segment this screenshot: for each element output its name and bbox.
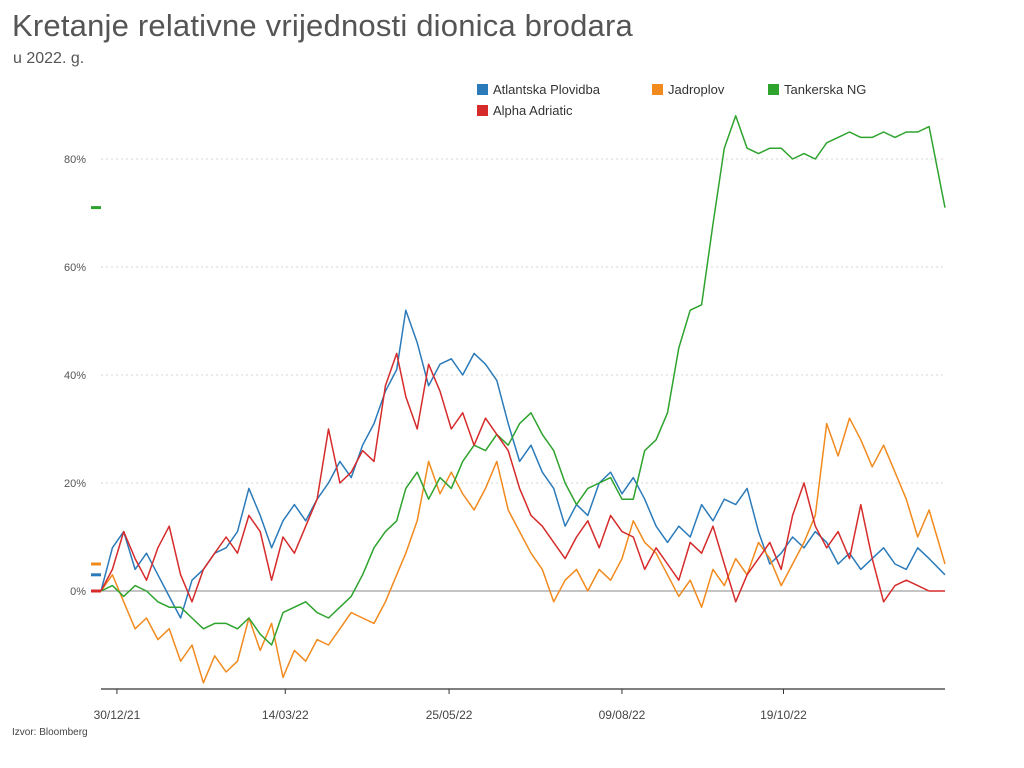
x-tick-label: 09/08/22	[599, 708, 646, 722]
grid-lines	[101, 158, 945, 592]
legend-label: Atlantska Plovidba	[493, 82, 601, 97]
series-line-alpha-adriatic	[100, 352, 945, 603]
series-lines	[100, 115, 946, 684]
legend-swatch	[477, 105, 488, 116]
legend-swatch	[652, 84, 663, 95]
series-line-atlantska-plovidba	[100, 309, 946, 619]
legend-label: Tankerska NG	[784, 82, 866, 97]
legend-swatch	[768, 84, 779, 95]
end-value-markers	[91, 206, 101, 593]
x-tick-label: 19/10/22	[760, 708, 807, 722]
end-marker-jadroplov	[91, 562, 101, 566]
y-tick-label: 0%	[70, 586, 86, 598]
y-axis-ticks: 0% 20% 40% 60% 80%	[64, 154, 86, 598]
series-line-tankerska-ng	[100, 115, 946, 646]
legend-swatch	[477, 84, 488, 95]
x-tick-label: 14/03/22	[262, 708, 309, 722]
end-marker-alpha-adriatic	[91, 589, 101, 593]
end-marker-tankerska-ng	[91, 206, 101, 210]
y-tick-label: 20%	[64, 478, 86, 490]
legend-label: Jadroplov	[668, 82, 725, 97]
series-line-jadroplov	[100, 417, 946, 684]
chart-subtitle: u 2022. g.	[13, 50, 85, 67]
source-note: Izvor: Bloomberg	[12, 727, 88, 738]
legend: Atlantska Plovidba Jadroplov Tankerska NG A…	[477, 82, 866, 118]
y-tick-label: 60%	[64, 262, 86, 274]
y-tick-label: 40%	[64, 370, 86, 382]
y-tick-label: 80%	[64, 154, 86, 166]
x-tick-label: 30/12/21	[94, 708, 141, 722]
end-marker-atlantska-plovidba	[91, 573, 101, 577]
legend-label: Alpha Adriatic	[493, 103, 573, 118]
x-axis: 30/12/21 14/03/22 25/05/22 09/08/22 19/10/22	[94, 688, 945, 722]
chart-title: Kretanje relativne vrijednosti dionica b…	[12, 8, 633, 43]
x-tick-label: 25/05/22	[426, 708, 473, 722]
